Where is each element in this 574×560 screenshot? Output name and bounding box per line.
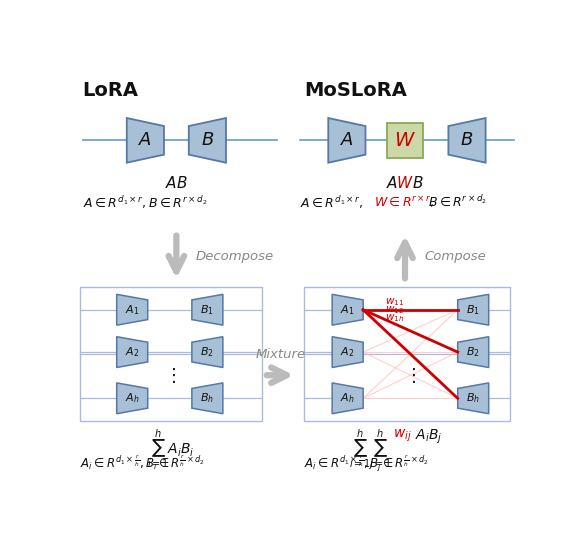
Polygon shape [117,337,148,367]
Text: $B_h$: $B_h$ [200,391,214,405]
Text: $B_1$: $B_1$ [466,303,480,316]
Text: $A\in R^{d_1\times r}, B\in R^{r\times d_2}$: $A\in R^{d_1\times r}, B\in R^{r\times d… [83,194,207,211]
Text: $B_h$: $B_h$ [466,391,480,405]
Text: $A_i\in R^{d_1\times \frac{r}{h}}, B_j\in R^{\frac{r}{h}\times d_2}$: $A_i\in R^{d_1\times \frac{r}{h}}, B_j\i… [304,454,429,474]
Text: $\sum_{i=1}^{h}\sum_{j=1}^{h}$: $\sum_{i=1}^{h}\sum_{j=1}^{h}$ [349,427,391,473]
Text: $B_2$: $B_2$ [200,345,214,359]
Polygon shape [127,118,164,162]
Bar [304,287,510,421]
Text: $A\in R^{d_1\times r},$: $A\in R^{d_1\times r},$ [300,194,364,211]
Text: $AB$: $AB$ [165,175,188,191]
Polygon shape [448,118,486,162]
Polygon shape [332,295,363,325]
Polygon shape [192,337,223,367]
Text: $B$: $B$ [412,175,424,191]
Polygon shape [332,337,363,367]
Text: $W$: $W$ [394,131,416,150]
Text: $A_2$: $A_2$ [340,345,355,359]
Bar [387,123,423,158]
Text: $W\in R^{r\times r},$: $W\in R^{r\times r},$ [374,194,435,210]
Text: Mixture: Mixture [255,348,305,361]
Text: $\vdots$: $\vdots$ [405,366,416,385]
Polygon shape [332,383,363,414]
Text: $A$: $A$ [386,175,398,191]
Text: $A_2$: $A_2$ [125,345,139,359]
Text: $W$: $W$ [396,175,414,191]
Polygon shape [192,383,223,414]
Text: MoSLoRA: MoSLoRA [304,81,407,100]
Polygon shape [117,295,148,325]
Text: Compose: Compose [424,250,486,263]
Text: $w_{11}$: $w_{11}$ [385,296,404,308]
Text: $\vdots$: $\vdots$ [164,366,176,385]
Text: $A$: $A$ [340,132,354,150]
Polygon shape [117,383,148,414]
Text: LoRA: LoRA [83,81,138,100]
Polygon shape [328,118,366,162]
Text: $B_2$: $B_2$ [466,345,480,359]
Text: $A_1$: $A_1$ [340,303,355,316]
Text: $A$: $A$ [138,132,152,150]
Text: $w_{1h}$: $w_{1h}$ [385,312,404,324]
Text: $A_h$: $A_h$ [125,391,139,405]
Text: $B_1$: $B_1$ [200,303,214,316]
Text: $A_i\in R^{d_1\times \frac{r}{h}}, B_i\in R^{\frac{r}{h}\times d_2}$: $A_i\in R^{d_1\times \frac{r}{h}}, B_i\i… [80,454,204,473]
Text: $\sum_{i=1}^{h}A_iB_i$: $\sum_{i=1}^{h}A_iB_i$ [147,427,195,471]
Text: $A_1$: $A_1$ [125,303,139,316]
Polygon shape [457,337,488,367]
Polygon shape [457,383,488,414]
Bar [80,287,262,421]
Text: $B$: $B$ [460,132,474,150]
Text: $A_h$: $A_h$ [340,391,355,405]
Text: $A_iB_j$: $A_iB_j$ [414,427,442,446]
Polygon shape [457,295,488,325]
Polygon shape [192,295,223,325]
Polygon shape [189,118,226,162]
Text: $B$: $B$ [201,132,214,150]
Text: Decompose: Decompose [196,250,274,263]
Text: $w_{ij}$: $w_{ij}$ [393,427,412,444]
Text: $B\in R^{r\times d_2}$: $B\in R^{r\times d_2}$ [428,194,487,210]
Text: $w_{12}$: $w_{12}$ [385,304,404,316]
